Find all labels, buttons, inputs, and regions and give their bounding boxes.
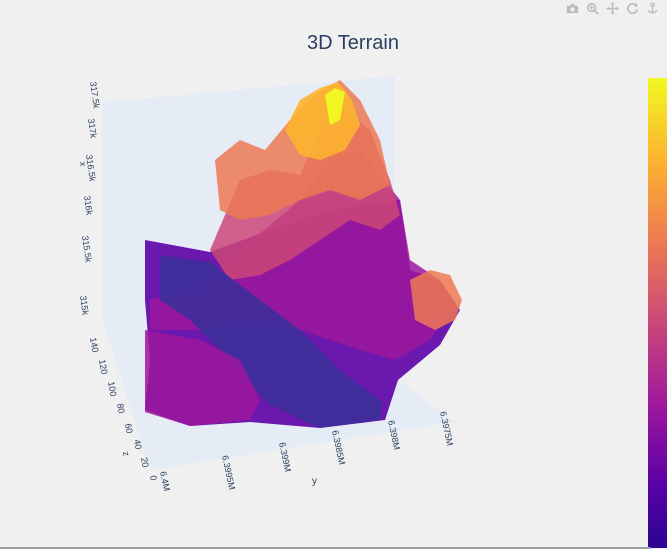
camera-icon[interactable] [563, 0, 581, 16]
terrain-surface [145, 80, 462, 428]
modebar [563, 0, 661, 16]
terrain-valley [160, 255, 382, 428]
y-axis-label: y [312, 476, 317, 487]
terrain-right-ridge [410, 270, 462, 330]
turntable-icon[interactable] [643, 0, 661, 16]
z-tick-label: 20 [139, 457, 151, 469]
x-tick-label: 316.5k [84, 154, 98, 183]
z-tick-label: 120 [97, 359, 109, 376]
terrain-top [325, 88, 345, 125]
z-tick-label: 140 [88, 337, 100, 354]
z-tick-label: 60 [123, 423, 135, 435]
x-axis: 315k 315.5k 316k 316.5k 317k 317.5k [78, 81, 102, 316]
x-tick-label: 316k [82, 195, 95, 216]
x-tick-label: 315.5k [80, 235, 94, 264]
pan-icon[interactable] [603, 0, 621, 16]
z-tick-label: 100 [106, 381, 118, 398]
z-tick-label: 80 [115, 403, 127, 415]
x-tick-label: 317.5k [88, 81, 102, 110]
terrain-lower-left [145, 330, 260, 426]
y-tick-label: 6.3975M [438, 410, 455, 446]
y-tick-label: 6.4M [158, 470, 172, 492]
z-tick-label: 40 [132, 439, 144, 451]
x-tick-label: 317k [86, 118, 99, 139]
z-axis-label: z [121, 451, 132, 458]
colorbar [648, 78, 667, 548]
z-axis: 0 20 40 60 80 100 120 140 [88, 337, 159, 482]
zoom-icon[interactable] [583, 0, 601, 16]
z-tick-label: 0 [148, 475, 159, 482]
y-tick-label: 6.3995M [220, 454, 237, 490]
orbit-icon[interactable] [623, 0, 641, 16]
x-axis-label: x [78, 161, 88, 167]
x-tick-label: 315k [78, 295, 91, 316]
bottom-divider [0, 547, 651, 549]
chart-title: 3D Terrain [307, 32, 399, 54]
